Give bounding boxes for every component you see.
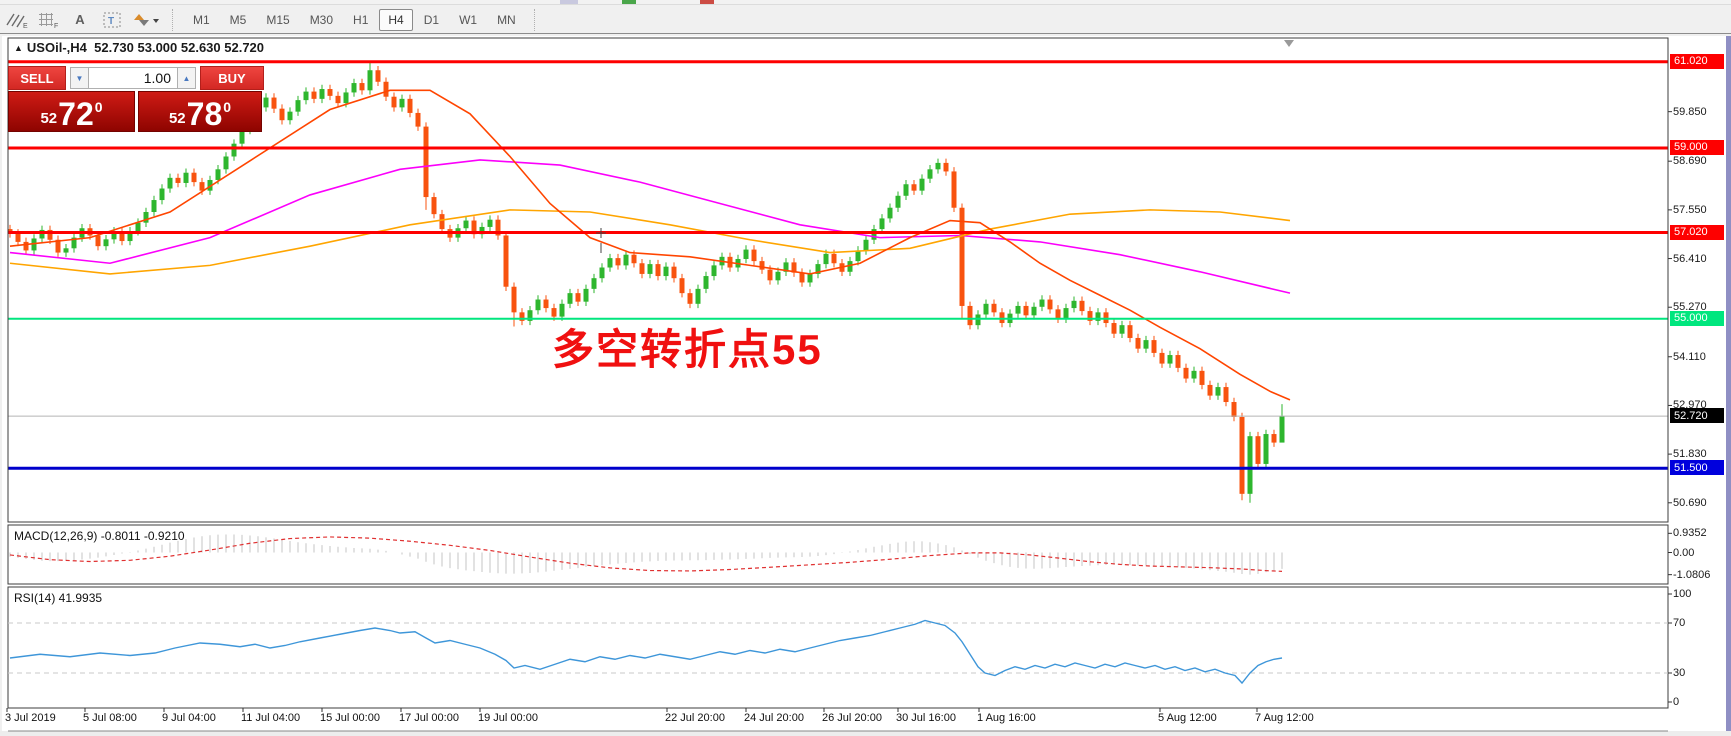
chart-area[interactable] xyxy=(2,36,1726,731)
sell-price-display[interactable]: 52 72 0 xyxy=(8,91,135,132)
clipped-red-button xyxy=(700,0,714,4)
timeframe-button-m5[interactable]: M5 xyxy=(229,12,247,27)
collapse-arrow-icon[interactable]: ▲ xyxy=(14,43,23,53)
sell-button[interactable]: SELL xyxy=(8,66,66,90)
price-tick-51.830: 51.830 xyxy=(1673,448,1707,461)
timeframe-button-m30[interactable]: M30 xyxy=(309,12,334,27)
toolbar-separator xyxy=(172,8,177,31)
timeframe-switcher: M1 M5 M15 M30 H1 H4 D1 W1 MN xyxy=(183,8,526,31)
price-badge-55.000: 55.000 xyxy=(1670,310,1724,326)
window-edge xyxy=(1726,36,1731,731)
time-label: 11 Jul 04:00 xyxy=(241,712,301,724)
time-label: 1 Aug 16:00 xyxy=(977,712,1036,724)
time-label: 26 Jul 20:00 xyxy=(822,712,882,724)
sell-price-pipette: 0 xyxy=(94,99,103,115)
buy-price-display[interactable]: 52 78 0 xyxy=(138,91,262,132)
svg-text:T: T xyxy=(108,16,114,27)
svg-text:F: F xyxy=(54,23,58,29)
time-label: 9 Jul 04:00 xyxy=(162,712,216,724)
rsi-tick-0: 0 xyxy=(1673,696,1680,708)
price-badge-52.720: 52.720 xyxy=(1670,408,1724,424)
time-label: 30 Jul 16:00 xyxy=(896,712,956,724)
time-label: 17 Jul 00:00 xyxy=(399,712,459,724)
clipped-button xyxy=(560,0,578,4)
macd-tick-0.00: 0.00 xyxy=(1673,546,1695,559)
price-badge-51.500: 51.500 xyxy=(1670,460,1724,476)
chart-toolbar: E F A T M1 M xyxy=(0,6,1731,34)
symbol-name: USOil-,H4 xyxy=(26,40,87,55)
time-label: 3 Jul 2019 xyxy=(5,712,56,724)
svg-text:E: E xyxy=(23,23,28,29)
price-tick-58.690: 58.690 xyxy=(1673,155,1707,168)
timeframe-button-m15[interactable]: M15 xyxy=(266,12,290,27)
macd-tick-0.9352: 0.9352 xyxy=(1673,527,1707,540)
time-label: 19 Jul 00:00 xyxy=(478,712,538,724)
volume-input[interactable] xyxy=(89,67,177,89)
rsi-tick-70: 70 xyxy=(1673,617,1686,629)
time-label: 24 Jul 20:00 xyxy=(744,712,804,724)
ohlc-readout: 52.730 53.000 52.630 52.720 xyxy=(94,40,265,55)
time-label: 7 Aug 12:00 xyxy=(1255,712,1314,724)
time-label: 22 Jul 20:00 xyxy=(665,712,725,724)
one-click-trade-panel: SELL ▼ ▲ BUY 52 72 0 52 78 0 xyxy=(8,62,266,132)
price-tick-59.850: 59.850 xyxy=(1673,105,1707,118)
price-tick-55.270: 55.270 xyxy=(1673,301,1707,314)
sell-price-handle: 52 xyxy=(40,110,58,127)
price-badge-59.000: 59.000 xyxy=(1670,139,1724,155)
volume-increase-button[interactable]: ▲ xyxy=(177,67,196,89)
time-label: 5 Jul 08:00 xyxy=(83,712,137,724)
price-tick-50.690: 50.690 xyxy=(1673,496,1707,509)
macd-label: MACD(12,26,9) -0.8011 -0.9210 xyxy=(14,529,185,543)
status-strip xyxy=(0,731,1731,736)
text-box-icon[interactable]: T xyxy=(98,8,126,32)
timeframe-button-w1[interactable]: W1 xyxy=(459,12,478,27)
price-tick-57.550: 57.550 xyxy=(1673,203,1707,216)
macd-tick--1.0806: -1.0806 xyxy=(1673,568,1711,581)
sell-price-pips: 72 xyxy=(58,95,94,132)
chart-annotation-text[interactable]: 多空转折点55 xyxy=(552,326,823,373)
toolbar-separator xyxy=(533,8,539,31)
clipped-green-button xyxy=(622,0,636,4)
price-tick-52.970: 52.970 xyxy=(1673,399,1707,412)
buy-price-pipette: 0 xyxy=(223,99,232,115)
timeframe-button-h4[interactable]: H4 xyxy=(379,8,413,31)
clipped-upper-toolbar xyxy=(0,0,1731,5)
buy-price-handle: 52 xyxy=(168,110,186,127)
price-badge-57.020: 57.020 xyxy=(1670,224,1724,240)
timeframe-button-mn[interactable]: MN xyxy=(497,12,516,27)
rsi-tick-100: 100 xyxy=(1673,588,1692,600)
grid-icon[interactable]: F xyxy=(34,8,62,32)
price-badge-61.020: 61.020 xyxy=(1670,53,1724,69)
price-tick-56.410: 56.410 xyxy=(1673,252,1707,265)
timeframe-button-d1[interactable]: D1 xyxy=(423,12,440,27)
time-label: 5 Aug 12:00 xyxy=(1158,712,1217,724)
time-label: 15 Jul 00:00 xyxy=(320,712,380,724)
price-tick-54.110: 54.110 xyxy=(1673,350,1706,363)
timeframe-button-h1[interactable]: H1 xyxy=(353,12,369,27)
rsi-label: RSI(14) 41.9935 xyxy=(14,591,103,605)
sort-arrows-icon[interactable] xyxy=(130,8,162,32)
buy-price-pips: 78 xyxy=(186,95,223,132)
buy-button[interactable]: BUY xyxy=(200,66,264,90)
text-a-icon[interactable]: A xyxy=(75,12,85,27)
volume-decrease-button[interactable]: ▼ xyxy=(70,67,89,89)
timeframe-button-m1[interactable]: M1 xyxy=(193,12,210,27)
chart-title[interactable]: ▲ USOil-,H4 52.730 53.000 52.630 52.720 xyxy=(14,40,264,55)
draw-candles-icon[interactable]: E xyxy=(2,8,30,32)
rsi-tick-30: 30 xyxy=(1673,667,1686,679)
